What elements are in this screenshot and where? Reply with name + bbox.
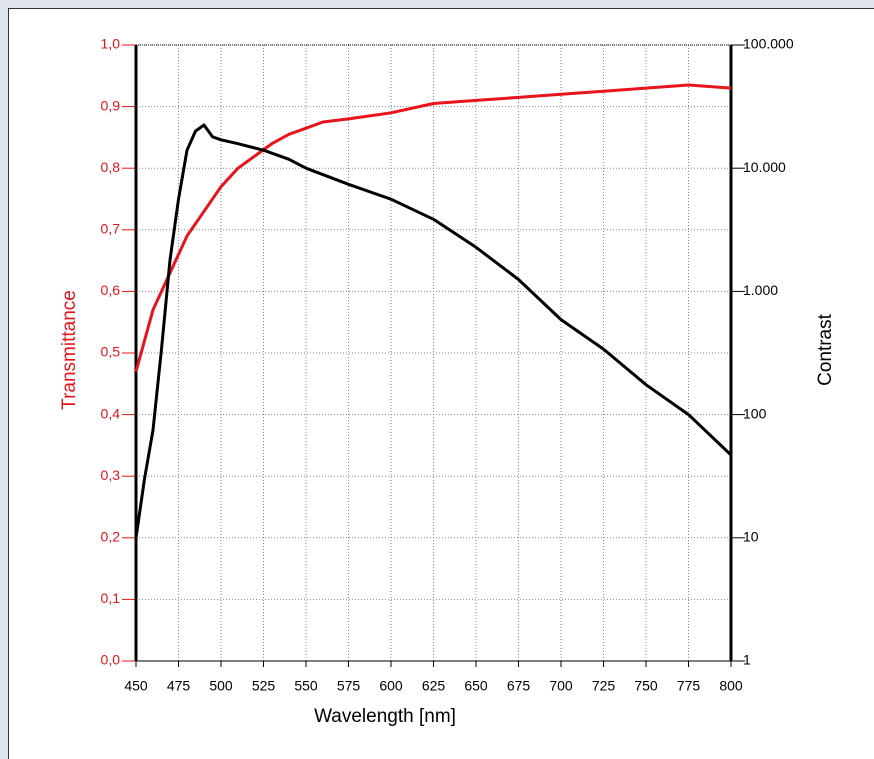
y2-tick-label: 10.000 [743, 159, 786, 175]
x-tick-label: 500 [209, 678, 233, 694]
x-tick-label: 550 [294, 678, 318, 694]
y2-tick-label: 100 [743, 405, 767, 421]
x-tick-label: 525 [252, 678, 276, 694]
y2-tick-label: 10 [743, 529, 759, 545]
x-tick-label: 650 [464, 678, 488, 694]
x-tick-label: 625 [422, 678, 446, 694]
y-tick-label: 0,0 [101, 652, 121, 668]
y-tick-label: 0,9 [101, 97, 121, 113]
x-tick-label: 600 [379, 678, 403, 694]
x-tick-label: 575 [337, 678, 361, 694]
x-tick-label: 750 [634, 678, 658, 694]
y-tick-label: 0,2 [101, 529, 121, 545]
y2-tick-label: 1.000 [743, 282, 778, 298]
x-tick-label: 475 [167, 678, 191, 694]
y-tick-label: 0,8 [101, 159, 121, 175]
y-tick-label: 0,3 [101, 467, 121, 483]
y-tick-label: 1,0 [101, 36, 121, 52]
x-tick-label: 450 [124, 678, 148, 694]
data-line [134, 123, 733, 539]
x-tick-label: 725 [592, 678, 616, 694]
x-axis-label: Wavelength [nm] [314, 706, 456, 727]
y-tick-label: 0,1 [101, 590, 121, 606]
x-tick-label: 800 [719, 678, 743, 694]
y2-axis-label: Contrast [815, 313, 836, 386]
y2-tick-label: 1 [743, 652, 751, 668]
y-tick-label: 0,7 [101, 221, 121, 237]
y-tick-label: 0,6 [101, 282, 121, 298]
y-tick-label: 0,4 [101, 405, 121, 421]
x-tick-label: 675 [507, 678, 531, 694]
x-tick-label: 775 [677, 678, 701, 694]
data-line [134, 83, 732, 372]
y2-tick-label: 100.000 [743, 36, 794, 52]
y-axis-label: Transmittance [59, 290, 80, 410]
x-tick-label: 700 [549, 678, 573, 694]
y-tick-label: 0,5 [101, 344, 121, 360]
